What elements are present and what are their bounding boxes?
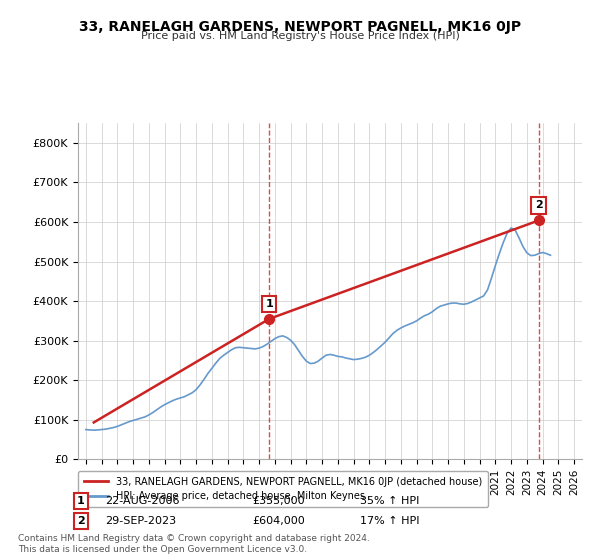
- Text: £604,000: £604,000: [252, 516, 305, 526]
- Text: This data is licensed under the Open Government Licence v3.0.: This data is licensed under the Open Gov…: [18, 545, 307, 554]
- Text: 35% ↑ HPI: 35% ↑ HPI: [360, 496, 419, 506]
- Text: 2: 2: [535, 200, 542, 211]
- Text: £355,000: £355,000: [252, 496, 305, 506]
- Text: 1: 1: [265, 299, 273, 309]
- Text: 2: 2: [77, 516, 85, 526]
- Text: 22-AUG-2006: 22-AUG-2006: [105, 496, 179, 506]
- Text: Contains HM Land Registry data © Crown copyright and database right 2024.: Contains HM Land Registry data © Crown c…: [18, 534, 370, 543]
- Legend: 33, RANELAGH GARDENS, NEWPORT PAGNELL, MK16 0JP (detached house), HPI: Average p: 33, RANELAGH GARDENS, NEWPORT PAGNELL, M…: [78, 471, 488, 507]
- Text: 1: 1: [77, 496, 85, 506]
- Text: 17% ↑ HPI: 17% ↑ HPI: [360, 516, 419, 526]
- Text: 29-SEP-2023: 29-SEP-2023: [105, 516, 176, 526]
- Text: 33, RANELAGH GARDENS, NEWPORT PAGNELL, MK16 0JP: 33, RANELAGH GARDENS, NEWPORT PAGNELL, M…: [79, 20, 521, 34]
- Text: Price paid vs. HM Land Registry's House Price Index (HPI): Price paid vs. HM Land Registry's House …: [140, 31, 460, 41]
